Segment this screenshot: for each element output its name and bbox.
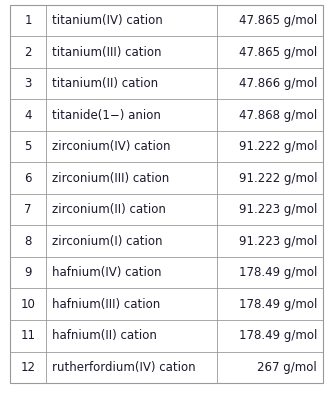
- Text: zirconium(I) cation: zirconium(I) cation: [52, 235, 163, 248]
- Text: 91.222 g/mol: 91.222 g/mol: [238, 140, 317, 153]
- Text: 47.865 g/mol: 47.865 g/mol: [239, 46, 317, 58]
- Text: 47.868 g/mol: 47.868 g/mol: [239, 109, 317, 122]
- Text: 8: 8: [24, 235, 32, 248]
- Text: 91.223 g/mol: 91.223 g/mol: [239, 235, 317, 248]
- Text: 2: 2: [24, 46, 32, 58]
- Text: hafnium(IV) cation: hafnium(IV) cation: [52, 266, 162, 279]
- Text: 9: 9: [24, 266, 32, 279]
- Text: 5: 5: [24, 140, 32, 153]
- Text: 10: 10: [21, 298, 35, 311]
- Text: 4: 4: [24, 109, 32, 122]
- Text: 12: 12: [21, 361, 36, 374]
- Text: 178.49 g/mol: 178.49 g/mol: [239, 266, 317, 279]
- Text: 3: 3: [24, 77, 32, 90]
- Text: 267 g/mol: 267 g/mol: [257, 361, 317, 374]
- Text: hafnium(II) cation: hafnium(II) cation: [52, 329, 157, 342]
- Text: hafnium(III) cation: hafnium(III) cation: [52, 298, 160, 311]
- Text: 7: 7: [24, 203, 32, 216]
- Text: 6: 6: [24, 172, 32, 185]
- Text: 47.866 g/mol: 47.866 g/mol: [239, 77, 317, 90]
- Text: 47.865 g/mol: 47.865 g/mol: [239, 14, 317, 27]
- Text: titanium(II) cation: titanium(II) cation: [52, 77, 158, 90]
- Text: 178.49 g/mol: 178.49 g/mol: [239, 329, 317, 342]
- Text: 1: 1: [24, 14, 32, 27]
- Text: 91.223 g/mol: 91.223 g/mol: [239, 203, 317, 216]
- Text: titanide(1−) anion: titanide(1−) anion: [52, 109, 161, 122]
- Text: zirconium(IV) cation: zirconium(IV) cation: [52, 140, 170, 153]
- Text: titanium(IV) cation: titanium(IV) cation: [52, 14, 163, 27]
- Text: zirconium(III) cation: zirconium(III) cation: [52, 172, 169, 185]
- Text: titanium(III) cation: titanium(III) cation: [52, 46, 162, 58]
- Text: zirconium(II) cation: zirconium(II) cation: [52, 203, 166, 216]
- Text: 178.49 g/mol: 178.49 g/mol: [239, 298, 317, 311]
- Text: rutherfordium(IV) cation: rutherfordium(IV) cation: [52, 361, 195, 374]
- Text: 91.222 g/mol: 91.222 g/mol: [238, 172, 317, 185]
- Text: 11: 11: [21, 329, 36, 342]
